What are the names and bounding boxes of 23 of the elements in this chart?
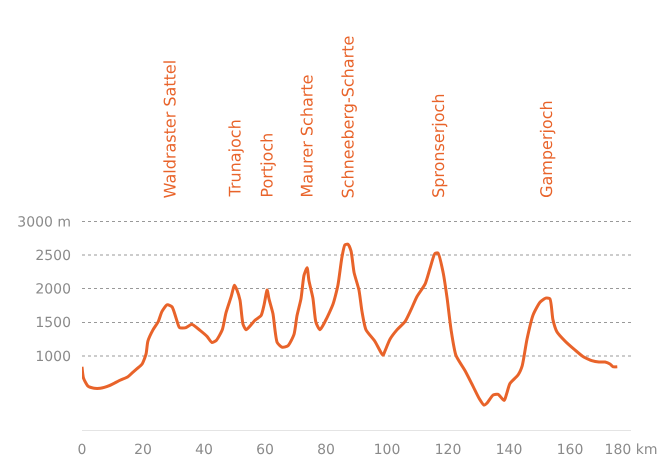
text: Schneeberg-Scharte <box>338 36 358 198</box>
x-tick-label: 140 <box>496 442 522 456</box>
y-tick-label: 1500 <box>35 315 71 332</box>
x-tick-label: 20 <box>134 442 152 456</box>
y-tick-label: 3000 m <box>17 214 71 230</box>
x-tick-label: 60 <box>256 442 274 456</box>
x-tick-label: 180 km <box>604 442 658 456</box>
x-tick-label: 160 <box>556 442 584 456</box>
x-tick-label: 120 <box>434 442 462 456</box>
line-series <box>82 242 619 407</box>
x-tick-label: 40 <box>195 442 213 456</box>
y-tick-label: 2000 <box>35 282 71 298</box>
text: Waldraster Sattel <box>160 60 180 198</box>
text: Spronserjoch <box>428 94 448 198</box>
x-tick-label: 80 <box>317 442 335 456</box>
x-tick-label: 0 <box>78 442 86 456</box>
text: Gamperjoch <box>536 100 556 198</box>
text: Trunajoch <box>226 119 245 198</box>
y-tick-label: 2500 <box>35 248 71 264</box>
text: Maurer Scharte <box>298 74 317 198</box>
x-tick-label: 100 <box>374 442 400 456</box>
text: Portjoch <box>258 132 277 198</box>
y-tick-label: 1000 <box>35 348 71 365</box>
